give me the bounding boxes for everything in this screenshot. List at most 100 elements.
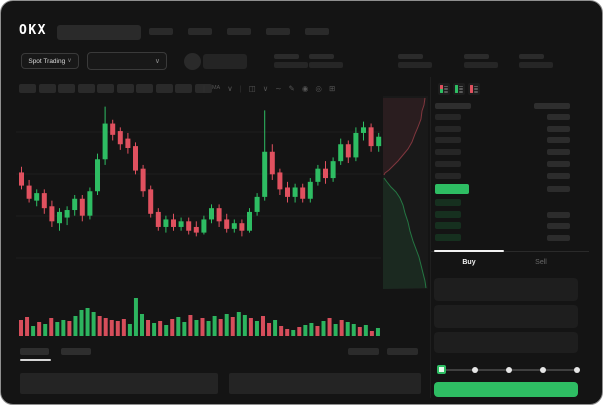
tab-sell[interactable]: Sell: [535, 259, 547, 266]
bid-price-placeholder: [435, 210, 461, 218]
ask-amount-placeholder: [547, 114, 570, 120]
bid-amount-placeholder: [547, 223, 570, 230]
buy-submit-button[interactable]: [434, 382, 578, 397]
ask-price-placeholder: [435, 114, 461, 120]
market-type-label: Spot Trading: [28, 57, 66, 65]
coin-avatar: [184, 53, 201, 70]
book-color-strip: [470, 85, 473, 93]
bottom-panel-2: [229, 373, 421, 394]
bottom-right-placeholder[interactable]: [387, 348, 418, 355]
buy-tab-indicator: [434, 250, 504, 252]
stat-value-placeholder: [398, 62, 432, 68]
ticker-stat: [519, 54, 553, 68]
stat-label-placeholder: [309, 54, 334, 59]
tabbar-divider: [431, 251, 589, 252]
amount-input[interactable]: [434, 305, 578, 328]
orderbook-view-toggles: [438, 83, 480, 95]
timeframe-button[interactable]: [97, 84, 114, 93]
ask-amount-placeholder: [547, 125, 570, 132]
divider: |: [203, 84, 205, 94]
chart-tools: | MA ∨ | ◫ ∨ ∼ ✎ ◉ ◎ ⊞: [203, 83, 335, 95]
camera-icon[interactable]: ◉: [301, 84, 309, 94]
settings-icon[interactable]: ◎: [315, 84, 322, 94]
ticker-stat: [398, 54, 432, 68]
bottom-tab-placeholder[interactable]: [20, 348, 49, 355]
active-tab-underline: [20, 359, 51, 361]
okx-logo: OKX: [19, 23, 47, 38]
ticker-stat: [464, 54, 498, 68]
pair-selector[interactable]: ∨: [87, 52, 167, 70]
ob-header-price: [435, 103, 471, 109]
timeframe-button[interactable]: [77, 84, 95, 93]
timeframe-button[interactable]: [194, 84, 212, 93]
bottom-panel-1: [20, 373, 218, 394]
bottom-right-placeholder[interactable]: [348, 348, 379, 355]
stat-value-placeholder: [464, 62, 498, 68]
draw-tool-icon[interactable]: ✎: [288, 84, 295, 94]
search-input[interactable]: [57, 25, 141, 40]
nav-link-placeholder[interactable]: [266, 28, 290, 35]
book-rows-glyph: [474, 85, 478, 93]
slider-step-dot[interactable]: [506, 367, 512, 373]
chevron-down-icon: ∨: [67, 58, 72, 64]
ask-price-placeholder: [435, 172, 461, 179]
ob-header-amount: [534, 103, 570, 109]
bid-amount-placeholder: [547, 211, 570, 218]
bottom-tab-placeholder[interactable]: [61, 348, 91, 355]
ask-amount-placeholder: [547, 149, 570, 156]
timeframe-button[interactable]: [116, 84, 134, 93]
book-bids-icon[interactable]: [453, 83, 465, 95]
slider-step-dot[interactable]: [472, 367, 478, 373]
ticker-stat: [309, 54, 343, 68]
nav-link-placeholder[interactable]: [305, 28, 329, 35]
ask-price-placeholder: [435, 137, 461, 144]
price-input[interactable]: [434, 278, 578, 301]
top-nav: [149, 28, 329, 35]
timeframe-button[interactable]: [19, 84, 36, 93]
total-input[interactable]: [434, 332, 578, 353]
chart-style-icon[interactable]: ◫: [248, 84, 256, 94]
ask-price-placeholder: [435, 149, 461, 156]
nav-link-placeholder[interactable]: [188, 28, 212, 35]
ask-price-placeholder: [435, 160, 461, 167]
chevron-down-icon[interactable]: ∨: [227, 84, 233, 94]
stat-value-placeholder: [309, 62, 343, 68]
nav-link-placeholder[interactable]: [149, 28, 173, 35]
ask-amount-placeholder: [547, 172, 570, 179]
book-combined-icon[interactable]: [438, 83, 450, 95]
last-price-badge: [435, 184, 469, 194]
stat-label-placeholder: [398, 54, 423, 59]
timeframe-button[interactable]: [175, 84, 192, 93]
book-asks-icon[interactable]: [468, 83, 480, 95]
chevron-down-icon[interactable]: ∨: [262, 84, 269, 94]
timeframe-button[interactable]: [38, 84, 56, 93]
bid-amount-placeholder: [547, 235, 570, 242]
tab-buy[interactable]: Buy: [462, 259, 476, 266]
indicator-ma-icon[interactable]: MA: [211, 85, 221, 92]
bid-price-placeholder: [435, 222, 461, 230]
pair-name-placeholder: [203, 54, 247, 69]
book-rows-glyph: [444, 85, 448, 93]
book-color-strip: [440, 85, 443, 93]
stat-label-placeholder: [519, 54, 544, 59]
stat-label-placeholder: [274, 54, 299, 59]
ask-amount-placeholder: [547, 137, 570, 144]
nav-link-placeholder[interactable]: [227, 28, 251, 35]
timeframe-button[interactable]: [155, 84, 173, 93]
fullscreen-icon[interactable]: ⊞: [328, 84, 336, 94]
book-rows-glyph: [459, 85, 463, 93]
timeframe-button[interactable]: [136, 84, 153, 93]
ticker-stat: [274, 54, 308, 68]
slider-step-dot[interactable]: [574, 367, 580, 373]
slider-handle[interactable]: [437, 365, 446, 374]
book-color-strip: [455, 85, 458, 93]
timeframe-button[interactable]: [58, 84, 75, 93]
panel-divider: [430, 77, 431, 398]
bid-price-placeholder: [435, 199, 461, 206]
market-type-selector[interactable]: Spot Trading ∨: [21, 53, 79, 69]
slider-step-dot[interactable]: [540, 367, 546, 373]
line-tool-icon[interactable]: ∼: [275, 84, 282, 94]
stat-label-placeholder: [464, 54, 489, 59]
divider: |: [239, 84, 242, 94]
